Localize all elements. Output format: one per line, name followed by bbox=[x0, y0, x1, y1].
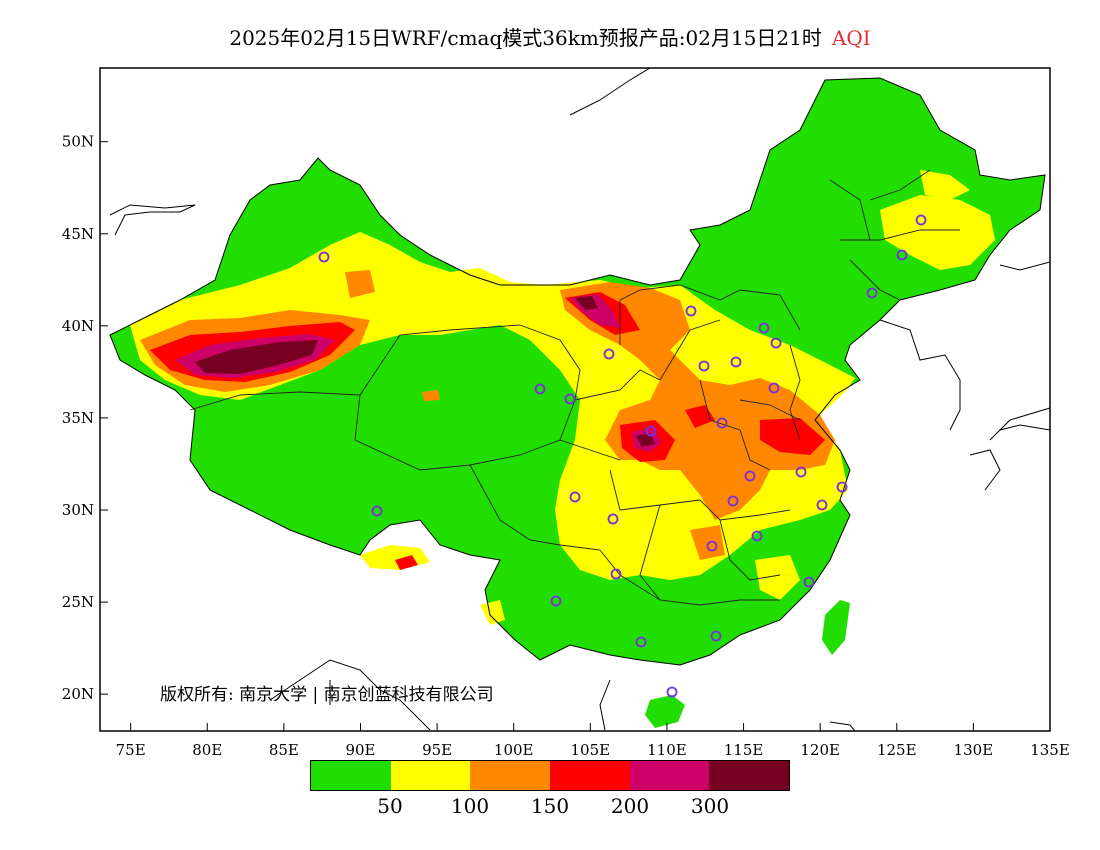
y-tick-label: 40N bbox=[62, 317, 94, 335]
y-tick-label: 35N bbox=[62, 409, 94, 427]
station-marker bbox=[866, 287, 878, 299]
station-marker bbox=[730, 356, 742, 368]
legend-label: 300 bbox=[690, 794, 730, 818]
aqi-patch-moderate bbox=[880, 195, 995, 270]
station-marker bbox=[610, 568, 622, 580]
monitoring-stations bbox=[318, 214, 927, 698]
aqi-patch-usg bbox=[422, 390, 440, 401]
x-tick-label: 80E bbox=[192, 741, 222, 759]
station-marker bbox=[603, 348, 615, 360]
legend-swatch bbox=[629, 761, 710, 790]
x-tick-label: 85E bbox=[269, 741, 299, 759]
copyright-notice: 版权所有: 南京大学 | 南京创蓝科技有限公司 bbox=[160, 685, 494, 705]
hainan bbox=[645, 695, 685, 728]
neighbour-coastlines bbox=[109, 68, 1050, 731]
station-marker bbox=[635, 636, 647, 648]
station-marker bbox=[550, 595, 562, 607]
station-marker bbox=[564, 393, 576, 405]
legend-label: 100 bbox=[450, 794, 490, 818]
station-marker bbox=[710, 630, 722, 642]
legend-swatch bbox=[311, 761, 391, 790]
aqi-color-legend bbox=[310, 760, 790, 791]
station-marker bbox=[836, 481, 848, 493]
legend-swatch bbox=[470, 761, 551, 790]
aqi-region-hazardous bbox=[575, 296, 598, 310]
province-boundaries bbox=[189, 169, 960, 606]
aqi-region-usg bbox=[560, 282, 835, 520]
station-marker bbox=[645, 425, 657, 437]
station-marker bbox=[768, 382, 780, 394]
aqi-patch-usg bbox=[690, 525, 725, 560]
y-tick-label: 50N bbox=[62, 133, 94, 151]
station-marker bbox=[569, 491, 581, 503]
y-tick-label: 45N bbox=[62, 225, 94, 243]
map-content bbox=[109, 68, 1050, 731]
station-marker bbox=[795, 466, 807, 478]
aqi-region-unhealthy bbox=[760, 418, 825, 455]
station-marker bbox=[816, 499, 828, 511]
station-marker bbox=[915, 214, 927, 226]
x-tick-label: 95E bbox=[422, 741, 452, 759]
aqi-region-hazardous bbox=[195, 340, 318, 374]
legend-label: 50 bbox=[377, 794, 403, 818]
station-marker bbox=[896, 249, 908, 261]
station-marker bbox=[607, 513, 619, 525]
station-marker bbox=[706, 540, 718, 552]
y-tick-label: 20N bbox=[62, 685, 94, 703]
x-tick-label: 100E bbox=[494, 741, 534, 759]
aqi-region-unhealthy bbox=[395, 555, 418, 570]
station-marker bbox=[751, 530, 763, 542]
station-marker bbox=[770, 337, 782, 349]
x-axis: 75E 80E 85E 90E 95E 100E 105E 110E 115E 120E 125E 1… bbox=[116, 723, 1070, 759]
map-frame bbox=[99, 67, 1051, 732]
station-marker bbox=[534, 383, 546, 395]
x-tick-label: 120E bbox=[800, 741, 840, 759]
aqi-region-hazardous bbox=[636, 433, 655, 447]
x-tick-label: 135E bbox=[1030, 741, 1070, 759]
x-tick-label: 110E bbox=[647, 741, 687, 759]
station-marker bbox=[744, 470, 756, 482]
x-tick-label: 90E bbox=[345, 741, 375, 759]
y-axis: 20N 25N 30N 35N 40N 45N 50N bbox=[62, 133, 108, 703]
x-tick-label: 130E bbox=[954, 741, 994, 759]
station-marker bbox=[318, 251, 330, 263]
legend-label: 150 bbox=[530, 794, 570, 818]
title-variable: AQI bbox=[831, 26, 871, 50]
station-marker bbox=[685, 305, 697, 317]
aqi-patch-moderate bbox=[560, 495, 620, 545]
station-marker bbox=[371, 505, 383, 517]
station-marker bbox=[716, 417, 728, 429]
aqi-patch-usg bbox=[345, 270, 375, 298]
y-tick-label: 25N bbox=[62, 593, 94, 611]
aqi-patch-moderate bbox=[920, 170, 970, 200]
aqi-patch-moderate bbox=[480, 600, 505, 625]
station-marker bbox=[698, 360, 710, 372]
aqi-patch-moderate bbox=[360, 545, 430, 570]
station-marker bbox=[666, 686, 678, 698]
taiwan bbox=[822, 600, 850, 655]
aqi-patch-moderate bbox=[755, 555, 800, 600]
x-tick-label: 115E bbox=[724, 741, 764, 759]
x-tick-label: 105E bbox=[571, 741, 611, 759]
map-title: 2025年02月15日WRF/cmaq模式36km预报产品:02月15日21时 A… bbox=[0, 22, 1100, 51]
legend-label: 200 bbox=[610, 794, 650, 818]
y-tick-label: 30N bbox=[62, 501, 94, 519]
x-tick-label: 75E bbox=[116, 741, 146, 759]
title-main: 2025年02月15日WRF/cmaq模式36km预报产品:02月15日21时 bbox=[229, 26, 822, 50]
x-tick-label: 125E bbox=[877, 741, 917, 759]
china-outline bbox=[109, 77, 1046, 666]
station-marker bbox=[727, 495, 739, 507]
legend-swatch bbox=[709, 761, 790, 790]
legend-swatch bbox=[550, 761, 630, 790]
station-marker bbox=[803, 576, 815, 588]
station-marker bbox=[758, 322, 770, 334]
legend-swatch bbox=[390, 761, 471, 790]
